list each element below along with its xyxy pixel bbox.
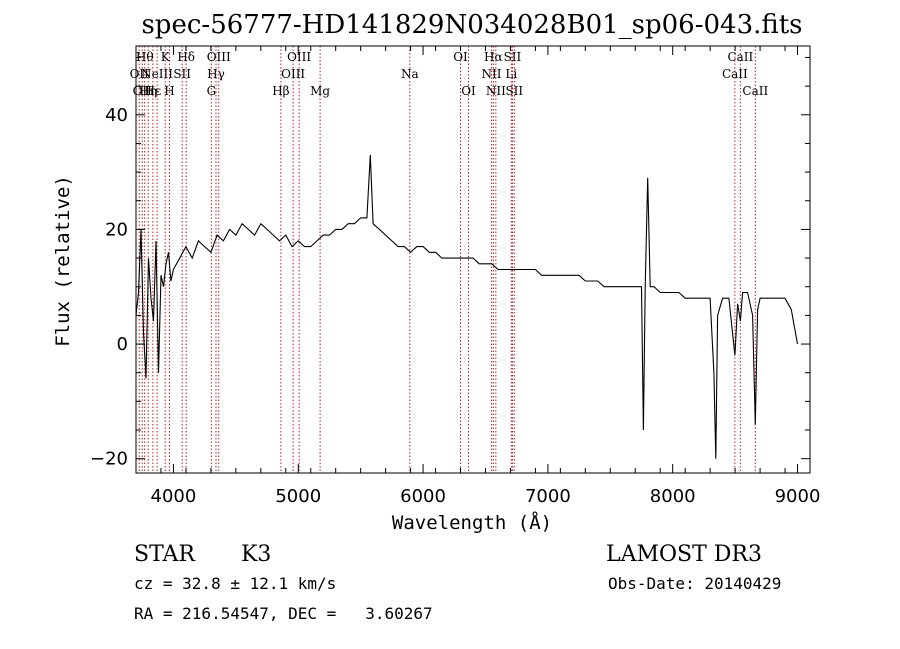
marker-label-hη: Hη: [139, 84, 157, 98]
marker-label-oi: OI: [453, 50, 468, 64]
marker-label-h: H: [164, 84, 174, 98]
object-class: STAR: [134, 542, 196, 567]
marker-label-neiii: NeIII: [141, 67, 173, 81]
marker-label-caii: CaII: [727, 50, 753, 64]
marker-label-hθ: Hθ: [136, 50, 154, 64]
x-axis-label: Wavelength (Å): [392, 511, 552, 534]
marker-label-caii: CaII: [722, 67, 748, 81]
object-subclass: K3: [241, 542, 271, 567]
marker-label-li: Li: [505, 67, 517, 81]
marker-label-hδ: Hδ: [177, 50, 195, 64]
y-tick-label: 20: [105, 219, 128, 240]
marker-label-nii: NII: [486, 84, 506, 98]
marker-label-oi: OI: [461, 84, 476, 98]
marker-label-hα: Hα: [484, 50, 503, 64]
marker-label-oiii: OIII: [207, 50, 231, 64]
survey-name: LAMOST DR3: [606, 542, 762, 567]
marker-label-k: K: [161, 50, 171, 64]
marker-label-hβ: Hβ: [272, 84, 289, 98]
marker-label-mg: Mg: [310, 84, 330, 98]
x-tick-label: 9000: [775, 486, 821, 507]
x-tick-label: 7000: [525, 486, 571, 507]
plot-frame: [135, 45, 811, 474]
x-axis-ticks: 4000 5000 6000 7000 8000 9000: [135, 46, 821, 507]
y-axis-ticks: −20 0 20 40: [90, 56, 810, 470]
marker-label-nii: NII: [481, 67, 501, 81]
x-tick-label: 6000: [400, 486, 446, 507]
marker-label-hγ: Hγ: [207, 67, 225, 81]
marker-label-na: Na: [401, 67, 419, 81]
marker-label-oiii: OIII: [287, 50, 311, 64]
marker-label-g: G: [207, 84, 217, 98]
marker-label-hε: Hε: [145, 84, 162, 98]
chart-title: spec-56777-HD141829N034028B01_sp06-043.f…: [141, 10, 802, 40]
marker-label-sii: SII: [504, 50, 522, 64]
y-tick-label: 40: [105, 105, 128, 126]
spectrum-series-line: [135, 154, 799, 459]
marker-label-sii: SII: [505, 84, 523, 98]
marker-label-sii: SII: [173, 67, 191, 81]
marker-label-caii: CaII: [742, 84, 768, 98]
y-tick-label: 0: [117, 334, 128, 355]
y-axis-label: Flux (relative): [52, 175, 74, 347]
coordinates-readout: RA = 216.54547, DEC = 3.60267: [134, 604, 433, 623]
marker-label-oii: OII: [133, 84, 153, 98]
spectral-line-markers: [138, 46, 756, 473]
x-tick-label: 4000: [151, 486, 197, 507]
x-tick-label: 8000: [650, 486, 696, 507]
marker-label-oiii: OIII: [281, 67, 305, 81]
observation-date: Obs-Date: 20140429: [608, 574, 781, 593]
x-tick-label: 5000: [275, 486, 321, 507]
y-tick-label: −20: [90, 449, 128, 470]
marker-label-oii: OII: [130, 67, 150, 81]
redshift-readout: cz = 32.8 ± 12.1 km/s: [134, 574, 336, 593]
